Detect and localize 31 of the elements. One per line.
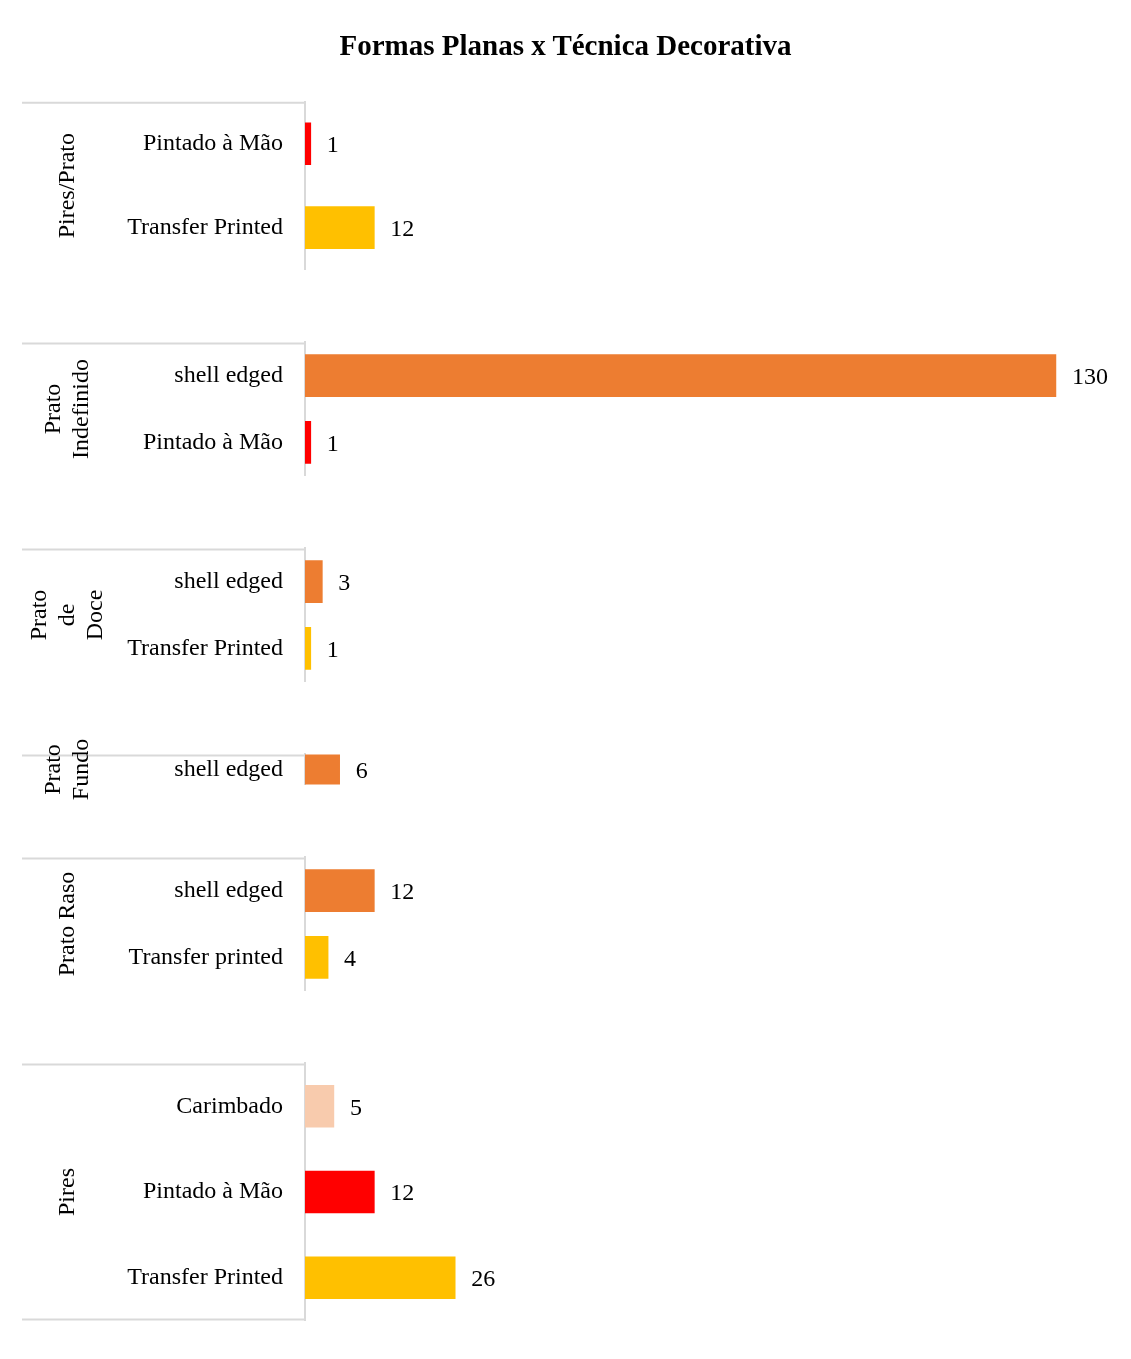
y-axis-title: Prato Raso <box>53 871 80 977</box>
data-label: 12 <box>390 1179 415 1206</box>
y-tick-label: Transfer Printed <box>127 212 283 239</box>
data-label: 1 <box>326 131 339 158</box>
y-axis-title: Prato Fundo <box>39 738 94 801</box>
y-tick-label: shell edged <box>174 876 283 902</box>
data-label: 12 <box>390 878 415 904</box>
y-tick-label: Transfer printed <box>128 942 283 969</box>
data-label: 130 <box>1071 363 1108 389</box>
y-tick-label: Pintado à Mão <box>143 427 283 454</box>
y-tick-label: Carimbado <box>176 1091 283 1118</box>
data-label: 12 <box>390 214 415 241</box>
y-axis-title: Prato Indefinido <box>39 359 94 459</box>
data-label: 5 <box>349 1093 362 1120</box>
data-label: 1 <box>326 635 339 662</box>
data-label: 26 <box>471 1265 496 1292</box>
y-tick-label: Transfer Printed <box>127 1263 283 1290</box>
data-label: 1 <box>326 429 339 456</box>
y-tick-label: Transfer Printed <box>127 633 283 660</box>
y-axis-title: Pires <box>53 1168 80 1216</box>
data-label: 3 <box>338 569 351 595</box>
data-label: 6 <box>355 756 368 783</box>
data-label: 4 <box>344 944 357 971</box>
y-tick-label: Pintado à Mão <box>143 1177 283 1204</box>
y-tick-label: Pintado à Mão <box>143 129 283 156</box>
y-axis-title: Pires/Prato <box>53 133 80 239</box>
y-tick-label: shell edged <box>174 754 283 781</box>
y-axis-title: Prato de Doce <box>25 589 108 641</box>
y-tick-label: shell edged <box>174 567 283 593</box>
y-tick-label: shell edged <box>174 361 283 387</box>
text: Formas Planas x Técnica Decorativa <box>339 28 793 61</box>
